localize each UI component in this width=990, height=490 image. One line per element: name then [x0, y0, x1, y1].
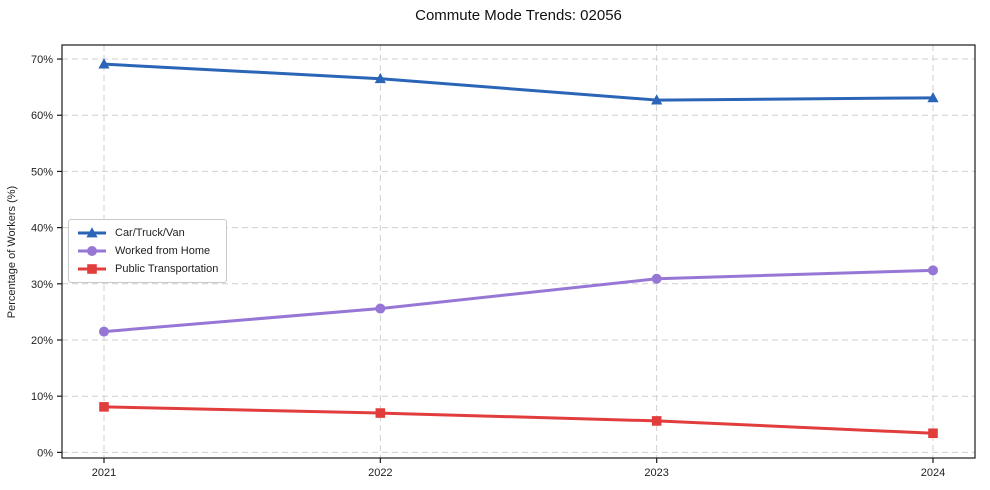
y-tick-label: 50%: [31, 166, 53, 178]
legend-item-public-transportation: Public Transportation: [77, 260, 218, 278]
chart-legend: Car/Truck/Van Worked from Home Public Tran…: [68, 219, 228, 283]
data-point-car-truck-van-2024: [927, 92, 939, 103]
series-line-car-truck-van: [102, 62, 935, 102]
y-tick-label: 30%: [31, 279, 53, 291]
data-point-public-transportation-2024: [928, 428, 938, 439]
series-line-worked-from-home: [102, 268, 935, 334]
legend-item-label: Car/Truck/Van: [115, 227, 185, 239]
series-line-public-transportation: [102, 405, 935, 435]
data-point-worked-from-home-2023: [651, 273, 662, 284]
circle-marker-icon: [87, 246, 97, 256]
data-point-car-truck-van-2022: [374, 72, 386, 84]
legend-item-label: Public Transportation: [115, 263, 219, 275]
legend-item-worked-from-home: Worked from Home: [77, 242, 218, 260]
circle-marker-icon: [78, 246, 106, 256]
data-point-worked-from-home-2021: [99, 326, 109, 337]
y-tick-label: 10%: [31, 391, 53, 403]
data-point-worked-from-home-2024: [928, 265, 938, 276]
y-tick-label: 0%: [37, 447, 53, 459]
y-tick-label: 20%: [31, 335, 53, 347]
data-point-car-truck-van-2021: [98, 58, 110, 69]
data-point-public-transportation-2021: [99, 402, 109, 412]
x-tick-label: 2021: [92, 467, 116, 479]
square-marker-icon: [87, 264, 97, 274]
y-tick-label: 70%: [31, 54, 53, 66]
data-point-car-truck-van-2023: [651, 94, 663, 105]
data-point-public-transportation-2022: [375, 408, 386, 418]
chart-title: Commute Mode Trends: 02056: [415, 7, 622, 24]
y-axis-label: Percentage of Workers (%): [6, 186, 18, 318]
square-marker-icon: [78, 264, 106, 274]
plot-frame: [61, 44, 976, 459]
y-tick-label: 40%: [31, 223, 53, 235]
y-tick-label: 60%: [31, 110, 53, 122]
legend-item-label: Worked from Home: [115, 245, 211, 257]
triangle-marker-icon: [78, 227, 106, 238]
data-point-public-transportation-2023: [651, 416, 662, 426]
data-point-worked-from-home-2022: [375, 303, 386, 314]
triangle-marker-icon: [86, 227, 98, 238]
x-tick-label: 2024: [921, 467, 945, 479]
x-tick-label: 2023: [644, 467, 668, 479]
legend-item-car-truck-van: Car/Truck/Van: [77, 224, 218, 242]
x-tick-label: 2022: [368, 467, 392, 479]
